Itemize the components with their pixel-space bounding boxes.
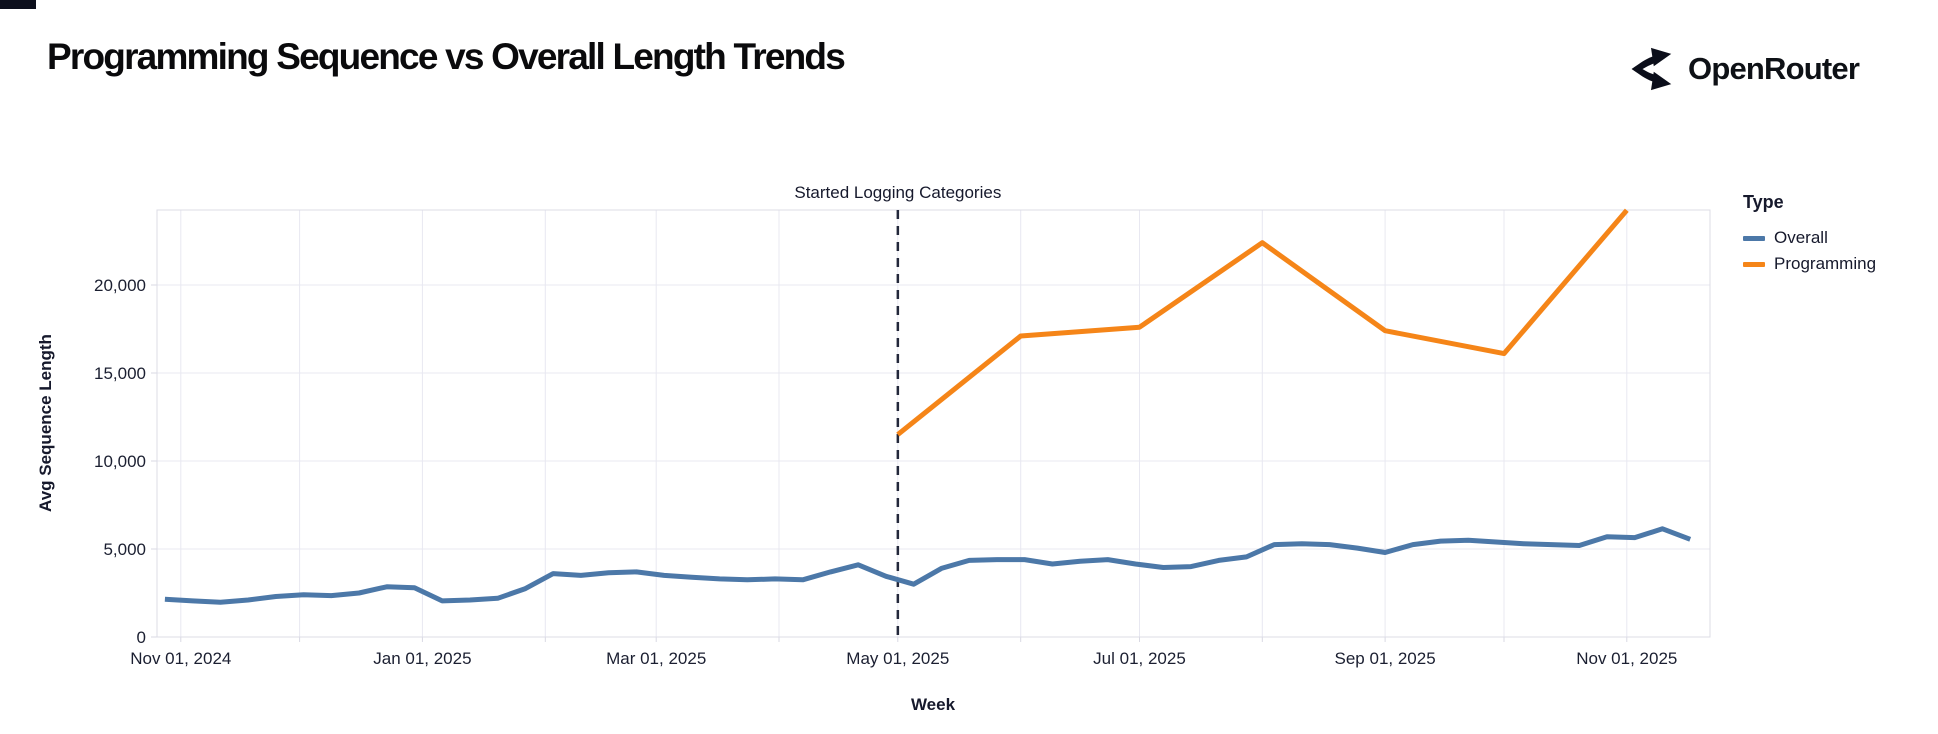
y-tick-label: 0 xyxy=(137,628,146,647)
series-line-programming xyxy=(896,208,1629,437)
x-tick-label: May 01, 2025 xyxy=(846,649,949,668)
series-line-overall xyxy=(164,526,1692,605)
annotation-label: Started Logging Categories xyxy=(794,183,1002,202)
legend-items: Overall Programming xyxy=(1743,225,1876,277)
brand-name: OpenRouter xyxy=(1688,51,1860,86)
legend: Type Overall Programming xyxy=(1743,192,1876,277)
y-tick-label: 15,000 xyxy=(94,364,146,383)
legend-item-programming: Programming xyxy=(1743,251,1876,277)
legend-swatch xyxy=(1743,235,1765,241)
legend-title: Type xyxy=(1743,192,1784,212)
y-tick-label: 10,000 xyxy=(94,452,146,471)
x-tick-label: Nov 01, 2025 xyxy=(1576,649,1677,668)
x-tick-label: Mar 01, 2025 xyxy=(606,649,706,668)
x-tick-label: Nov 01, 2024 xyxy=(130,649,231,668)
y-axis-title: Avg Sequence Length xyxy=(36,334,55,512)
legend-swatch xyxy=(1743,261,1765,267)
y-tick-label: 5,000 xyxy=(103,540,146,559)
openrouter-logo-icon xyxy=(1631,47,1672,91)
legend-item-label: Programming xyxy=(1774,254,1877,273)
legend-item-overall: Overall xyxy=(1743,225,1876,251)
brand-lockup: OpenRouter xyxy=(1628,46,1860,92)
x-tick-label: Jul 01, 2025 xyxy=(1093,649,1186,668)
y-tick-label: 20,000 xyxy=(94,276,146,295)
x-tick-label: Jan 01, 2025 xyxy=(373,649,471,668)
page-title: Programming Sequence vs Overall Length T… xyxy=(47,36,846,77)
plot-border xyxy=(156,209,1711,638)
x-tick-label: Sep 01, 2025 xyxy=(1335,649,1436,668)
legend-item-label: Overall xyxy=(1774,228,1828,247)
x-axis-title: Week xyxy=(910,695,956,714)
screen-corner-fragment xyxy=(0,0,36,9)
